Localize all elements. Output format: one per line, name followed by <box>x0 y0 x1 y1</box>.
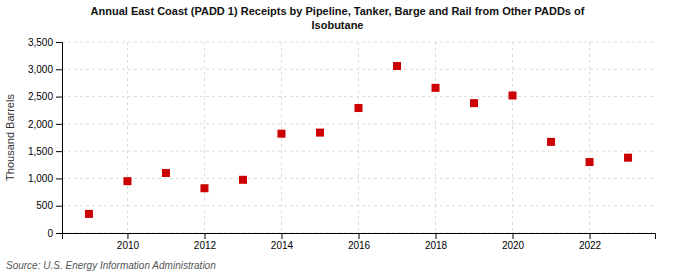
tick: 3,000 <box>28 64 62 75</box>
tick-mark <box>56 42 62 43</box>
y-axis-label: Thousand Barrels <box>4 94 16 181</box>
grid-line <box>62 123 655 124</box>
title: Annual East Coast (PADD 1) Receipts by P… <box>91 5 585 31</box>
grid-line <box>204 42 205 233</box>
point <box>509 91 517 99</box>
grid-line <box>358 42 359 233</box>
tick-label: 2014 <box>271 240 294 251</box>
tick: 500 <box>36 200 62 211</box>
tick: 2022 <box>579 233 602 251</box>
annotation: Source: U.S. Energy Information Administ… <box>6 260 216 271</box>
tick-label: 2010 <box>117 240 140 251</box>
y-axis: 0 500 1,000 1,500 2,000 2,500 3,000 3,500 <box>28 37 63 239</box>
tick-label: 1,500 <box>28 146 53 157</box>
grid-line <box>589 42 590 233</box>
tick: 3,500 <box>28 37 62 48</box>
tick-label: 2020 <box>502 240 525 251</box>
tick-mark <box>204 233 205 239</box>
x-axis: 2010 2012 2014 2016 2018 2020 2022 <box>63 233 656 251</box>
grid-line <box>435 42 436 233</box>
tick-label: 500 <box>36 200 53 211</box>
tick: 2,000 <box>28 119 62 130</box>
point <box>586 158 594 166</box>
tick-mark <box>127 233 128 239</box>
tick-label: 2016 <box>348 240 371 251</box>
tick: 2018 <box>425 233 448 251</box>
grid-line <box>127 42 128 233</box>
grid-line <box>512 42 513 233</box>
plot-area: 2010 2012 2014 2016 2018 2020 2022 0 500 1,000 1,5… <box>28 37 656 251</box>
tick-label: 3,500 <box>28 37 53 48</box>
tick-label: 2,000 <box>28 119 53 130</box>
point <box>355 104 363 112</box>
tick: 2012 <box>194 233 217 251</box>
axis-line <box>63 234 656 240</box>
point <box>162 169 170 177</box>
point <box>123 177 131 185</box>
points <box>85 62 632 218</box>
tick-label: 0 <box>47 228 53 239</box>
tick-mark <box>56 206 62 207</box>
tick-label: 1,000 <box>28 173 53 184</box>
point <box>432 84 440 92</box>
grid-line <box>62 178 655 179</box>
point <box>239 176 247 184</box>
tick-label: 2012 <box>194 240 217 251</box>
tick-mark <box>436 233 437 239</box>
tick-mark <box>56 97 62 98</box>
tick: 1,000 <box>28 173 62 184</box>
point <box>547 138 555 146</box>
point <box>200 184 208 192</box>
tick: 0 <box>47 228 62 239</box>
point <box>470 99 478 107</box>
chart: Annual East Coast (PADD 1) Receipts by P… <box>0 0 675 275</box>
point <box>624 154 632 162</box>
tick-mark <box>56 178 62 179</box>
tick: 2010 <box>117 233 140 251</box>
tick-mark <box>56 69 62 70</box>
tick-mark <box>56 233 62 234</box>
tick-mark <box>590 233 591 239</box>
point <box>277 130 285 138</box>
tick-mark <box>281 233 282 239</box>
tick-mark <box>513 233 514 239</box>
tick: 1,500 <box>28 146 62 157</box>
grid <box>62 42 655 233</box>
tick-label: 3,000 <box>28 64 53 75</box>
tick-mark <box>359 233 360 239</box>
point <box>393 62 401 70</box>
tick-label: 2022 <box>579 240 602 251</box>
point <box>85 210 93 218</box>
tick-mark <box>56 151 62 152</box>
tick: 2016 <box>348 233 371 251</box>
tick: 2020 <box>502 233 525 251</box>
tick-mark <box>56 124 62 125</box>
tick: 2,500 <box>28 91 62 102</box>
point <box>316 129 324 137</box>
tick-label: 2,500 <box>28 91 53 102</box>
axis-line <box>56 43 63 234</box>
tick-label: 2018 <box>425 240 448 251</box>
tick: 2014 <box>271 233 294 251</box>
